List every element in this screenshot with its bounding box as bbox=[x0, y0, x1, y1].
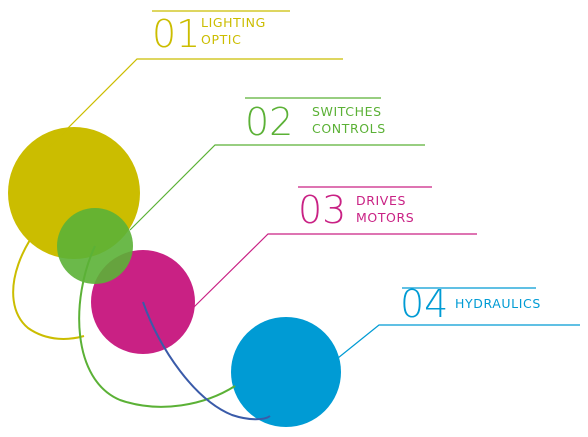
item-1-line2: OPTIC bbox=[201, 32, 241, 47]
item-3-number: 03 bbox=[298, 188, 346, 232]
item-4-number: 04 bbox=[400, 282, 448, 326]
item-2-line1: SWITCHES bbox=[312, 104, 382, 119]
item-2-number: 02 bbox=[245, 100, 293, 144]
switches-connector bbox=[129, 144, 425, 231]
hydraulics-connector bbox=[337, 324, 580, 359]
drives-stem bbox=[142, 301, 271, 421]
item-1-number: 01 bbox=[152, 12, 200, 56]
item-3-line1: DRIVES bbox=[356, 193, 406, 208]
drives-connector bbox=[193, 233, 477, 308]
item-3-line2: MOTORS bbox=[356, 210, 414, 225]
lighting-stem bbox=[12, 194, 85, 340]
item-2-line2: CONTROLS bbox=[312, 121, 386, 136]
lighting-connector bbox=[47, 58, 343, 149]
switches-stem bbox=[78, 245, 236, 408]
item-4-line1: HYDRAULICS bbox=[455, 296, 541, 311]
hydraulics-circle bbox=[231, 317, 341, 427]
item-1-line1: LIGHTING bbox=[201, 15, 266, 30]
